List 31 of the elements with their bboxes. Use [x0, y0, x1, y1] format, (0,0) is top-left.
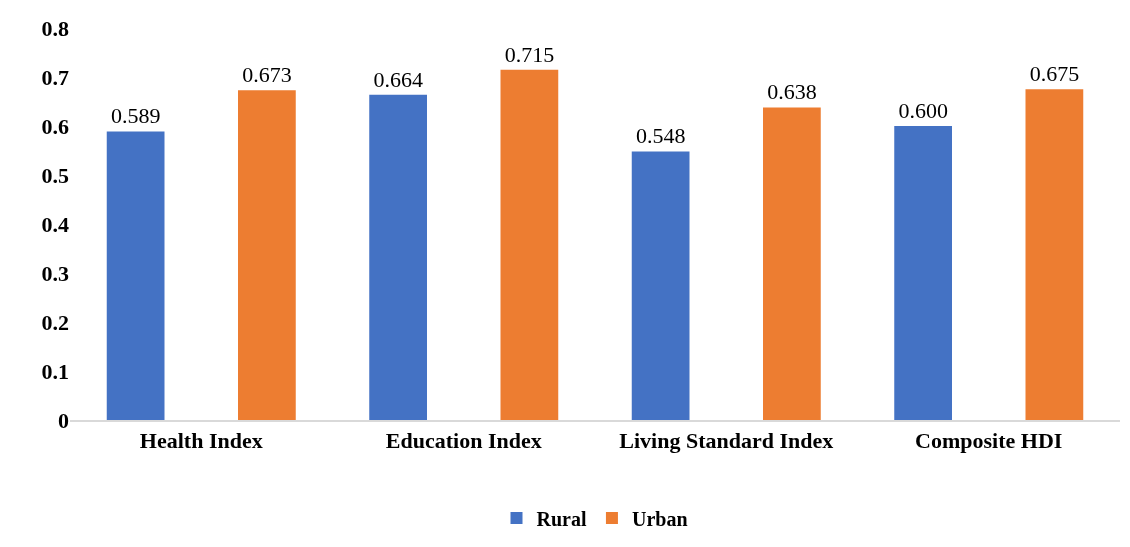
y-tick-label: 0.1	[41, 358, 69, 384]
y-tick-label: 0.2	[41, 309, 69, 335]
legend-label: Rural	[536, 507, 587, 530]
bar	[369, 94, 427, 420]
bar	[238, 90, 296, 420]
y-tick-label: 0.5	[41, 162, 69, 188]
y-tick-label: 0.4	[41, 211, 69, 237]
data-label: 0.664	[373, 66, 423, 92]
bar	[106, 131, 165, 420]
bar	[1025, 89, 1084, 420]
bar	[763, 107, 821, 420]
y-tick-label: 0.7	[41, 64, 69, 90]
legend-label: Urban	[631, 507, 688, 530]
data-label: 0.600	[898, 98, 948, 123]
data-label: 0.638	[767, 79, 817, 105]
y-tick-label: 0.8	[41, 15, 69, 41]
x-tick-label: Composite HDI	[915, 427, 1063, 453]
data-label: 0.715	[504, 41, 555, 67]
bar	[500, 69, 559, 420]
y-tick-label: 0.3	[41, 260, 69, 286]
y-tick-label: 0	[58, 407, 69, 433]
data-label: 0.589	[110, 103, 161, 129]
x-tick-label: Health Index	[139, 427, 263, 453]
data-label: 0.675	[1029, 61, 1080, 87]
bar	[894, 126, 952, 420]
data-label: 0.673	[242, 62, 292, 88]
x-tick-label: Education Index	[385, 427, 542, 453]
x-tick-label: Living Standard Index	[619, 427, 834, 453]
bar	[631, 151, 690, 420]
data-label: 0.548	[635, 123, 686, 149]
y-tick-label: 0.6	[41, 113, 69, 139]
